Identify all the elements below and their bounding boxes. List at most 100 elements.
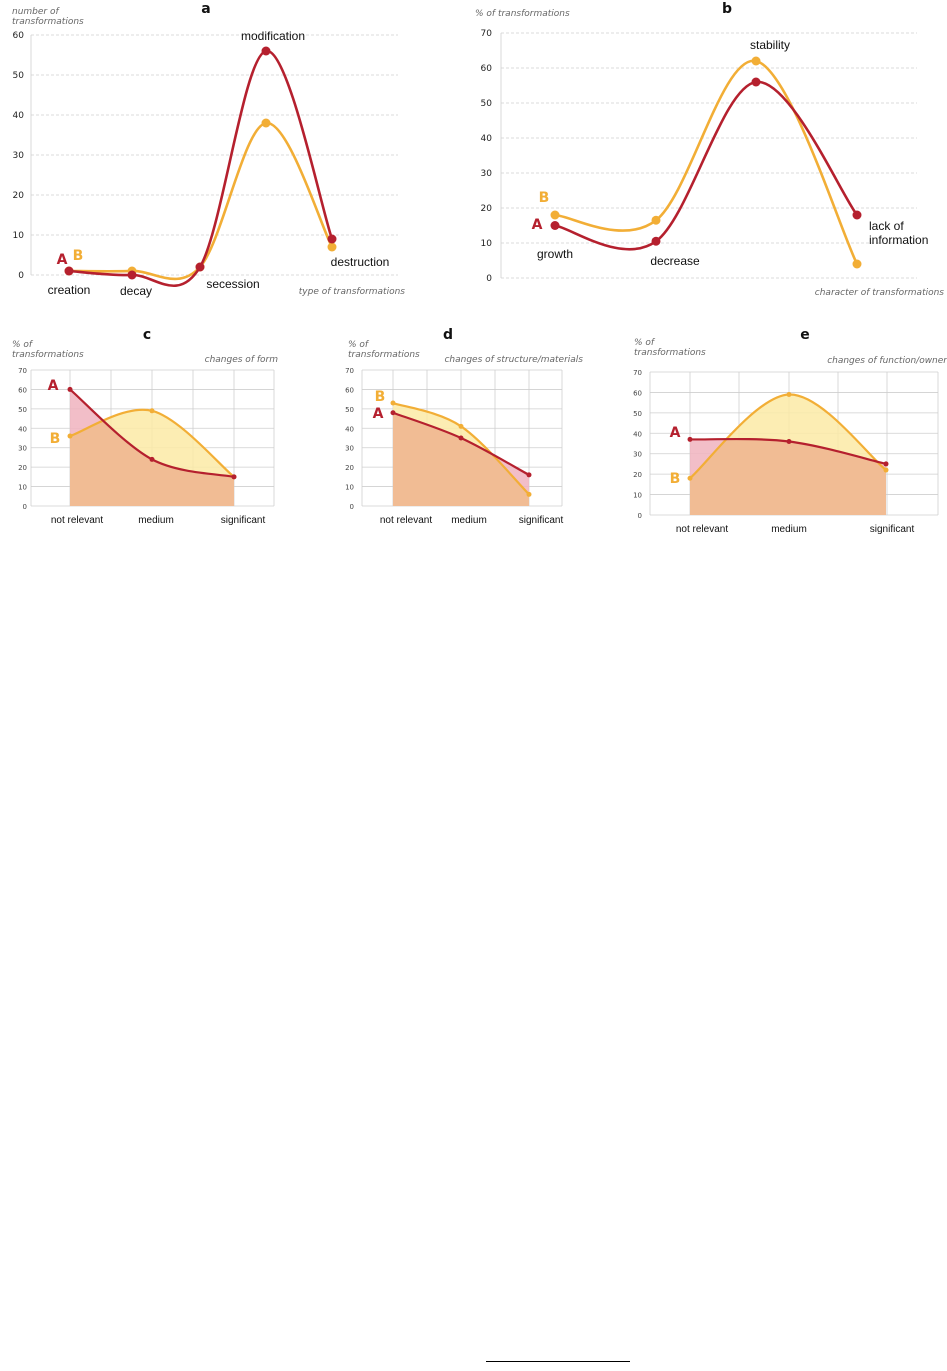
y-tick-label: 0 (638, 512, 642, 520)
y-tick-label: 60 (18, 386, 27, 394)
series-line-A (67, 49, 334, 288)
series-label-A: A (532, 217, 543, 233)
y-tick-label: 20 (633, 471, 642, 479)
data-point-B (149, 408, 155, 414)
data-point-A (127, 270, 137, 280)
category-label: not relevant (676, 524, 728, 535)
chart-e: 0 10 20 30 40 50 60 70 e % of transformations chang… (633, 327, 947, 535)
category-label: decay (120, 284, 152, 298)
category-label: medium (451, 515, 487, 526)
panel-label: c (143, 327, 151, 343)
data-point-A (526, 472, 532, 478)
area-overlap (690, 439, 886, 515)
y-tick-label: 10 (345, 484, 354, 492)
y-tick-label: 70 (633, 369, 642, 377)
y-tick-label: 10 (481, 239, 493, 249)
category-label: growth (537, 247, 573, 261)
data-point-B (261, 118, 271, 128)
y-tick-label: 30 (481, 169, 493, 179)
y-tick-label: 20 (481, 204, 493, 214)
series-label-B: B (375, 389, 386, 405)
x-axis-title: changes of structure/materials (444, 355, 583, 365)
data-point-A (231, 474, 237, 480)
y-axis-title: % of transformations (348, 340, 420, 360)
data-point-A (550, 221, 560, 230)
series-label-B: B (50, 431, 61, 447)
data-point-A (261, 46, 271, 56)
data-point-B (390, 400, 396, 406)
chart-a: 0 10 20 30 40 50 60 a number of transformations ty… (12, 1, 405, 298)
y-tick-label: 60 (13, 31, 25, 41)
data-point-B (786, 391, 792, 397)
y-tick-label: 50 (481, 99, 493, 109)
category-label: not relevant (51, 515, 103, 526)
chart-d: 0 10 20 30 40 50 60 70 d % of transformations chang… (345, 327, 583, 526)
data-point-B (67, 433, 73, 439)
category-label: lack of information (869, 219, 928, 247)
panel-label: d (443, 327, 453, 343)
y-tick-label: 50 (13, 71, 25, 81)
series-label-A: A (48, 378, 59, 394)
category-label: not relevant (380, 515, 432, 526)
data-point-A (195, 262, 205, 272)
y-tick-label: 40 (18, 425, 27, 433)
category-label: creation (48, 283, 91, 297)
y-tick-label: 20 (13, 191, 25, 201)
y-tick-label: 30 (18, 445, 27, 453)
data-point-A (751, 77, 761, 87)
series-label-B: B (73, 248, 84, 264)
y-tick-label: 70 (18, 367, 27, 375)
data-point-A (64, 266, 74, 276)
y-tick-label: 30 (13, 151, 25, 161)
category-label: stability (750, 38, 790, 52)
y-tick-label: 70 (481, 29, 493, 39)
y-tick-label: 50 (18, 406, 27, 414)
series-line-A (553, 80, 859, 251)
y-tick-label: 60 (481, 64, 493, 74)
y-axis-title: % of transformations (475, 9, 570, 19)
panel-label: a (201, 1, 210, 17)
data-point-B (327, 242, 337, 252)
y-axis-title: % of transformations (634, 338, 706, 358)
y-tick-label: 0 (23, 503, 27, 511)
y-tick-label: 0 (486, 274, 492, 284)
y-tick-label: 0 (350, 503, 354, 511)
panel-label: e (800, 327, 810, 343)
series-label-A: A (373, 406, 384, 422)
data-point-B (852, 259, 862, 269)
series-label-B: B (670, 471, 681, 487)
data-point-A (327, 234, 337, 244)
y-tick-label: 50 (633, 410, 642, 418)
x-axis-title: type of transformations (299, 287, 406, 297)
footer-rule (486, 1361, 630, 1362)
data-point-A (458, 435, 464, 441)
data-point-B (883, 467, 889, 473)
y-axis-title: number of transformations (12, 7, 84, 27)
y-tick-label: 20 (18, 464, 27, 472)
x-axis-title: character of transformations (815, 288, 945, 298)
data-point-A (651, 236, 661, 246)
y-tick-label: 20 (345, 464, 354, 472)
y-tick-label: 10 (633, 492, 642, 500)
data-point-A (687, 436, 693, 442)
y-tick-label: 70 (345, 367, 354, 375)
data-point-B (526, 491, 532, 497)
data-point-A (390, 410, 396, 416)
y-tick-label: 40 (481, 134, 493, 144)
category-label: modification (241, 29, 305, 43)
category-label: destruction (331, 255, 390, 269)
y-tick-label: 10 (13, 231, 25, 241)
data-point-B (651, 215, 661, 225)
series-line-B (67, 121, 334, 281)
category-label: decrease (650, 254, 700, 268)
data-point-A (149, 456, 155, 462)
data-point-B (550, 210, 560, 220)
y-tick-label: 30 (633, 451, 642, 459)
series-label-B: B (539, 190, 550, 206)
chart-b: 0 10 20 30 40 50 60 70 b % of transformations char… (475, 1, 944, 298)
category-label: significant (519, 515, 564, 526)
y-tick-label: 50 (345, 406, 354, 414)
category-label: significant (870, 524, 915, 535)
data-point-A (786, 438, 792, 444)
